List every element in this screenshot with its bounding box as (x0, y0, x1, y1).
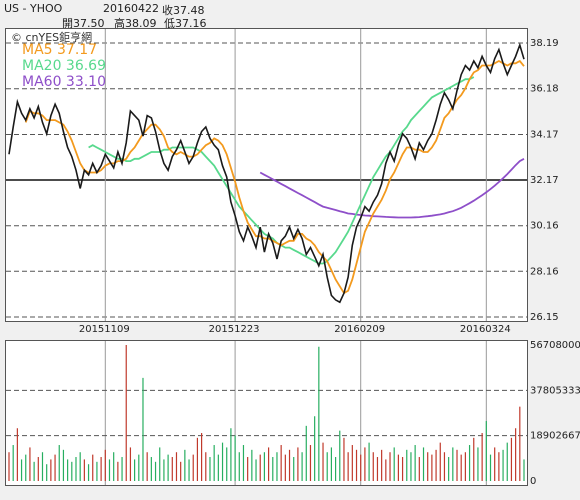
volume-y-tick: 37805333 (530, 385, 580, 396)
x-tick-label: 20160209 (334, 324, 385, 335)
header-symbol: US - YHOO (4, 2, 63, 15)
volume-y-tick: 56708000 (530, 340, 580, 351)
volume-panel (5, 340, 528, 486)
series-line-ma60 (259, 158, 525, 219)
volume-y-tick: 18902667 (530, 431, 580, 442)
watermark: © cnYES鉅亨網 (11, 31, 93, 44)
price-y-tick: 28.16 (530, 266, 559, 277)
header-low: 低37.16 (164, 17, 207, 30)
legend-ma20: MA20 36.69 (22, 58, 106, 74)
price-chart (6, 29, 527, 321)
legend-ma5: MA5 37.17 (22, 42, 98, 58)
header-open: 開37.50 (62, 17, 105, 30)
price-y-tick: 30.16 (530, 221, 559, 232)
x-tick-label: 20160324 (460, 324, 511, 335)
price-y-tick: 38.19 (530, 38, 559, 49)
series-line-ma20 (88, 76, 475, 265)
x-tick-label: 20151223 (209, 324, 260, 335)
price-y-tick: 32.17 (530, 175, 559, 186)
legend-ma60: MA60 33.10 (22, 74, 106, 90)
volume-y-tick: 0 (530, 476, 536, 487)
header-date: 20160422 (103, 2, 159, 15)
x-tick-label: 20151109 (79, 324, 130, 335)
price-y-tick: 26.15 (530, 312, 559, 323)
series-line-price (8, 42, 525, 304)
series-line-ma5 (24, 59, 525, 295)
header-high: 高38.09 (114, 17, 157, 30)
volume-chart (6, 341, 527, 485)
price-y-tick: 36.18 (530, 84, 559, 95)
header-close: 收37.48 (162, 4, 205, 17)
price-panel: © cnYES鉅亨網 MA5 37.17 MA20 36.69 MA60 33.… (5, 28, 528, 322)
price-y-tick: 34.17 (530, 129, 559, 140)
